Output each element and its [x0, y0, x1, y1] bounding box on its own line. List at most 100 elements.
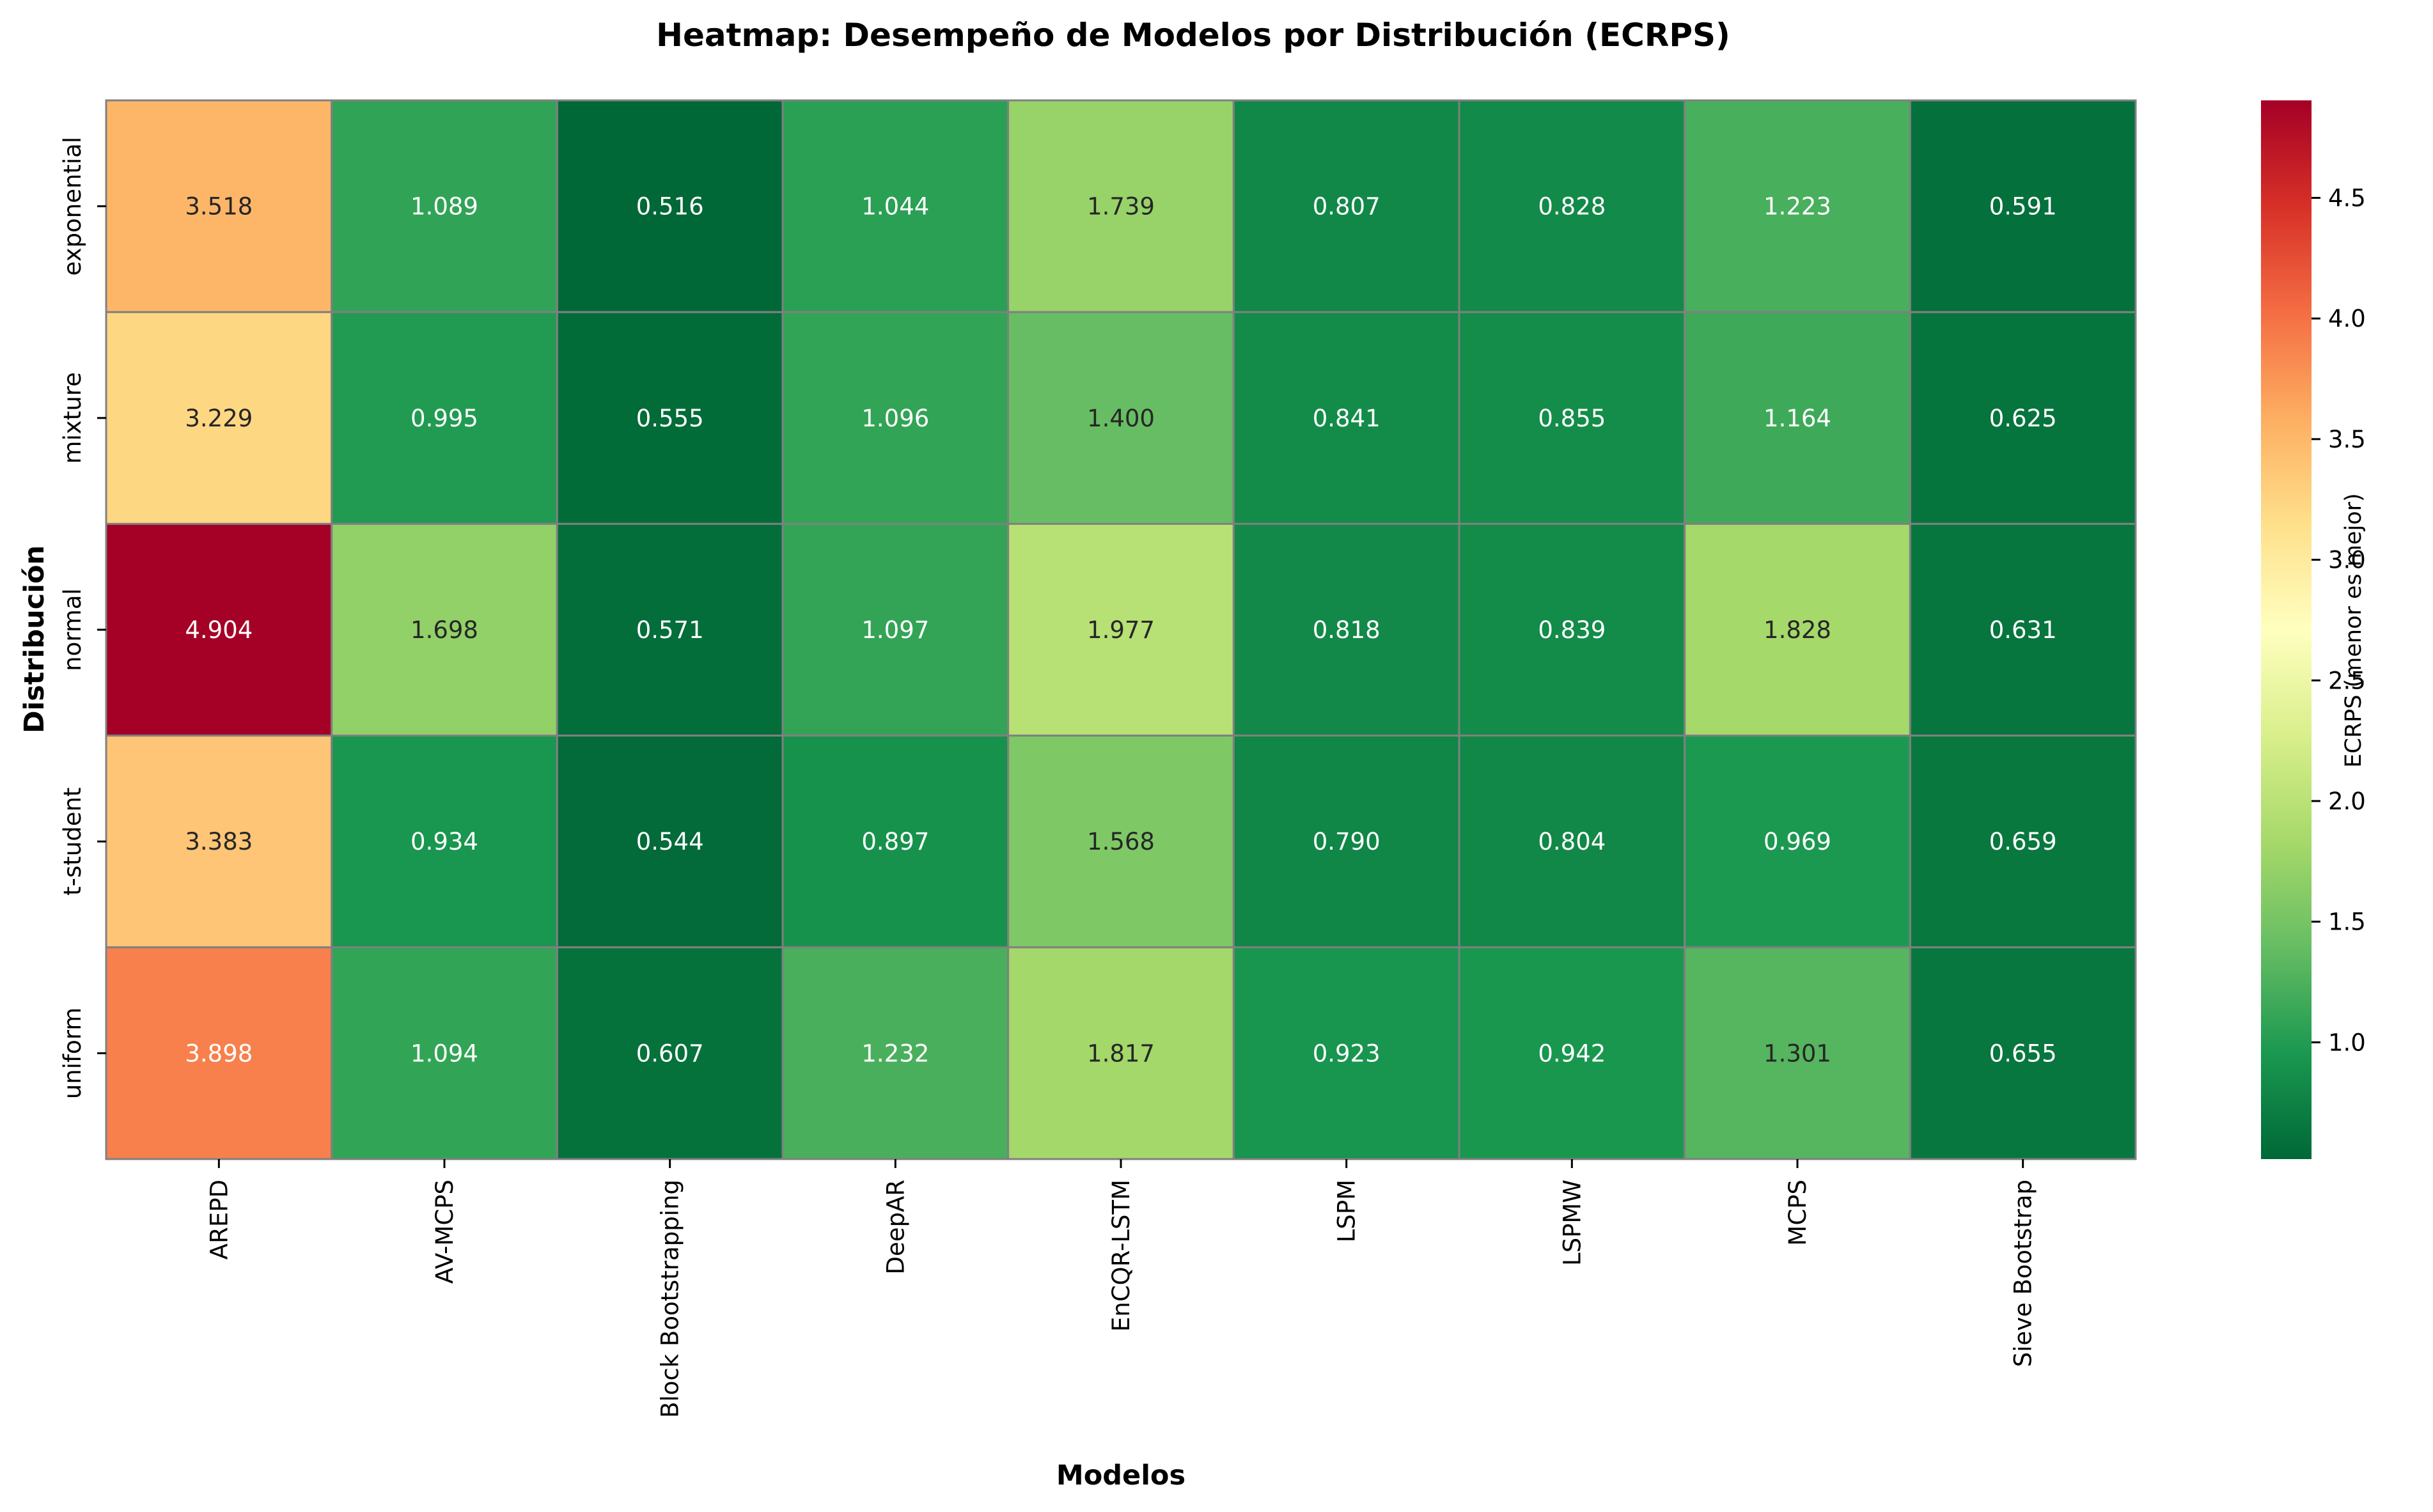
heatmap-cell: [1684, 735, 1911, 949]
cell-value-label: 1.698: [411, 616, 478, 644]
x-tick-label: LSPM: [1333, 1180, 1361, 1242]
cell-value-label: 0.516: [636, 193, 704, 221]
y-axis-label: Distribución: [19, 545, 51, 733]
x-tick-label: Block Bootstrapping: [657, 1180, 684, 1418]
colorbar-tick-label: 2.0: [2328, 788, 2366, 815]
cell-value-label: 0.934: [411, 828, 478, 855]
colorbar-gradient: [2261, 100, 2312, 1159]
heatmap-cell: [1232, 522, 1460, 737]
cell-value-label: 1.817: [1087, 1040, 1155, 1067]
cell-value-label: 0.555: [636, 405, 704, 432]
heatmap-cell: [556, 311, 784, 525]
cell-value-label: 1.400: [1087, 405, 1155, 432]
heatmap-cell: [1232, 311, 1460, 525]
colorbar-tick-label: 1.5: [2328, 908, 2366, 936]
cell-value-label: 0.995: [411, 405, 478, 432]
x-tick-label: DeepAR: [882, 1180, 909, 1275]
cell-value-label: 0.804: [1538, 828, 1606, 855]
heatmap-cell: [331, 99, 558, 313]
chart-title: Heatmap: Desempeño de Modelos por Distri…: [656, 17, 1730, 54]
colorbar-tick-label: 3.0: [2328, 547, 2366, 574]
cell-value-labels: 3.518 1.089 0.516 1.044 1.739 0.807 0.828 1.223…: [185, 193, 2056, 1068]
colorbar-tick-label: 1.0: [2328, 1029, 2366, 1056]
heatmap-cells: [105, 99, 2137, 1160]
x-tick-label: MCPS: [1784, 1180, 1811, 1246]
cell-value-label: 1.223: [1764, 193, 1831, 221]
heatmap-cell: [1909, 735, 2137, 949]
heatmap-cell: [556, 735, 784, 949]
cell-value-label: 0.923: [1313, 1040, 1381, 1067]
heatmap-cell: [556, 99, 784, 313]
cell-value-label: 1.094: [411, 1040, 478, 1067]
cell-value-label: 1.164: [1764, 405, 1831, 432]
heatmap-cell: [331, 946, 558, 1160]
colorbar: 1.0 1.5 2.0 2.5 3.0 3.5 4.0 4.5: [2261, 100, 2366, 1159]
y-tick-label: normal: [59, 588, 86, 671]
heatmap-cell: [105, 522, 333, 737]
heatmap-cell: [1684, 522, 1911, 737]
heatmap-cell: [331, 735, 558, 949]
cell-value-label: 0.855: [1538, 405, 1606, 432]
heatmap-cell: [1007, 522, 1235, 737]
heatmap-cell: [781, 311, 1010, 525]
heatmap-cell: [1458, 311, 1686, 525]
heatmap-cell: [1232, 735, 1460, 949]
cell-value-label: 0.607: [636, 1040, 704, 1067]
heatmap-cell: [1909, 99, 2137, 313]
y-tick-label: uniform: [59, 1008, 86, 1099]
heatmap-cell: [105, 99, 333, 313]
y-axis: exponential mixture normal t-student uniform: [59, 137, 106, 1099]
x-tick-label: AV-MCPS: [431, 1180, 458, 1284]
heatmap-cell: [331, 522, 558, 737]
cell-value-label: 3.518: [185, 193, 253, 221]
cell-value-label: 1.828: [1764, 616, 1831, 644]
colorbar-label: ECRPS (menor es mejor): [2341, 493, 2367, 767]
heatmap-cell: [556, 946, 784, 1160]
y-tick-label: mixture: [59, 372, 86, 464]
cell-value-label: 0.571: [636, 616, 704, 644]
cell-value-label: 3.898: [185, 1040, 253, 1067]
cell-value-label: 0.969: [1764, 828, 1831, 855]
cell-value-label: 0.544: [636, 828, 704, 855]
heatmap-cell: [1458, 522, 1686, 737]
heatmap-cell: [1909, 311, 2137, 525]
x-axis-label: Modelos: [1056, 1460, 1185, 1492]
cell-value-label: 0.625: [1989, 405, 2057, 432]
heatmap-cell: [1232, 946, 1460, 1160]
x-tick-label: LSPMW: [1558, 1180, 1586, 1266]
cell-value-label: 3.229: [185, 405, 253, 432]
colorbar-tick-label: 2.5: [2328, 667, 2366, 694]
x-tick-label: AREPD: [205, 1180, 233, 1259]
heatmap-cell: [1909, 946, 2137, 1160]
cell-value-label: 0.655: [1989, 1040, 2057, 1067]
cell-value-label: 0.818: [1313, 616, 1381, 644]
cell-value-label: 1.097: [861, 616, 929, 644]
x-tick-label: EnCQR-LSTM: [1107, 1180, 1135, 1332]
cell-value-label: 0.828: [1538, 193, 1606, 221]
colorbar-tick-label: 4.5: [2328, 184, 2366, 212]
heatmap-cell: [1909, 522, 2137, 737]
heatmap-cell: [1458, 946, 1686, 1160]
cell-value-label: 0.790: [1313, 828, 1381, 855]
heatmap-cell: [1684, 99, 1911, 313]
cell-value-label: 0.659: [1989, 828, 2057, 855]
cell-value-label: 0.807: [1313, 193, 1381, 221]
cell-value-label: 0.841: [1313, 405, 1381, 432]
x-axis: AREPD AV-MCPS Block Bootstrapping DeepAR EnC…: [205, 1159, 2037, 1418]
heatmap-cell: [781, 522, 1010, 737]
heatmap-cell: [781, 735, 1010, 949]
cell-value-label: 1.977: [1087, 616, 1155, 644]
cell-value-label: 1.301: [1764, 1040, 1831, 1067]
cell-value-label: 1.096: [861, 405, 929, 432]
cell-value-label: 3.383: [185, 828, 253, 855]
heatmap-cell: [1684, 311, 1911, 525]
heatmap-cell: [1684, 946, 1911, 1160]
cell-value-label: 1.739: [1087, 193, 1155, 221]
heatmap-cell: [1458, 735, 1686, 949]
cell-value-label: 4.904: [185, 616, 253, 644]
colorbar-tick-label: 4.0: [2328, 305, 2366, 332]
heatmap-cell: [1007, 946, 1235, 1160]
cell-value-label: 0.839: [1538, 616, 1606, 644]
